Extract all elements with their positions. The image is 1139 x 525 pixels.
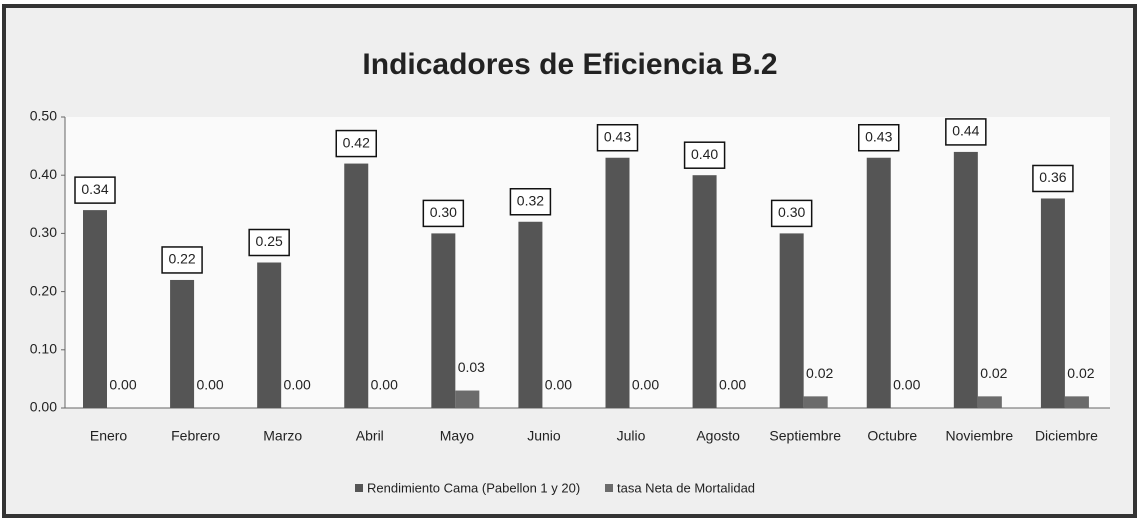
data-label: 0.00 [893, 377, 920, 393]
y-tick-label: 0.20 [30, 282, 57, 298]
bar [1040, 198, 1065, 408]
data-label-box [161, 246, 203, 274]
bar [518, 221, 543, 408]
data-label-box [74, 176, 116, 204]
bar [866, 157, 891, 408]
bar [257, 262, 282, 408]
data-label: 0.00 [719, 377, 746, 393]
bar [605, 157, 630, 408]
data-label: 0.34 [81, 181, 108, 197]
data-label: 0.43 [865, 128, 892, 144]
data-label: 0.00 [371, 377, 398, 393]
y-tick-label: 0.00 [30, 399, 57, 415]
bar [344, 163, 369, 408]
bar [431, 233, 456, 408]
data-label: 0.00 [632, 377, 659, 393]
x-tick-label: Abril [356, 428, 384, 444]
x-tick-label: Mayo [440, 428, 474, 444]
data-label: 0.02 [806, 365, 833, 381]
bar [455, 390, 480, 408]
x-tick-label: Noviembre [946, 428, 1014, 444]
legend-swatch [355, 484, 363, 492]
data-label: 0.00 [109, 377, 136, 393]
data-label: 0.43 [604, 128, 631, 144]
bar [83, 210, 107, 408]
data-label: 0.36 [1039, 169, 1066, 185]
data-label: 0.25 [256, 233, 283, 249]
bar [803, 396, 828, 408]
bar [1064, 396, 1089, 408]
x-tick-label: Septiembre [769, 428, 841, 444]
data-label-box [509, 188, 552, 216]
data-label: 0.00 [284, 377, 311, 393]
data-label: 0.02 [980, 365, 1007, 381]
legend-label: tasa Neta de Mortalidad [617, 480, 755, 495]
data-label-box [858, 123, 900, 152]
data-label: 0.44 [952, 123, 979, 139]
x-tick-label: Enero [90, 428, 128, 444]
legend-label: Rendimiento Cama (Pabellon 1 y 20) [367, 480, 580, 495]
data-label-box [335, 129, 377, 158]
x-tick-label: Junio [527, 428, 561, 444]
data-label: 0.30 [430, 204, 457, 220]
data-label: 0.40 [691, 146, 718, 162]
data-label-box [1032, 164, 1074, 193]
data-label: 0.30 [778, 204, 805, 220]
bar [779, 233, 804, 408]
data-label: 0.32 [517, 192, 544, 208]
x-tick-label: Agosto [696, 428, 740, 444]
data-label: 0.02 [1067, 365, 1094, 381]
x-tick-label: Marzo [263, 428, 302, 444]
bar [170, 279, 195, 408]
y-tick-label: 0.50 [30, 108, 57, 124]
y-tick-label: 0.10 [30, 341, 57, 357]
chart-title: Indicadores de Eficiencia B.2 [362, 48, 777, 81]
data-label-box [683, 141, 726, 169]
y-tick-label: 0.30 [30, 224, 57, 240]
data-label-box [422, 199, 465, 228]
bar [953, 151, 978, 409]
x-tick-label: Febrero [171, 428, 220, 444]
bar [692, 175, 717, 408]
data-label-box [770, 199, 813, 228]
data-label: 0.03 [458, 359, 485, 375]
y-tick-label: 0.40 [30, 166, 57, 182]
data-label-box [248, 228, 290, 257]
x-tick-label: Octubre [867, 428, 917, 444]
plot-area [65, 117, 1110, 408]
x-tick-label: Diciembre [1035, 428, 1098, 444]
data-label: 0.00 [545, 377, 572, 393]
data-label: 0.00 [196, 377, 223, 393]
data-label-box [945, 118, 987, 146]
data-label: 0.42 [343, 134, 370, 150]
legend-swatch [605, 484, 613, 492]
data-label: 0.22 [168, 251, 195, 267]
x-tick-label: Julio [617, 428, 646, 444]
bar [977, 396, 1002, 408]
data-label-box [596, 123, 639, 152]
